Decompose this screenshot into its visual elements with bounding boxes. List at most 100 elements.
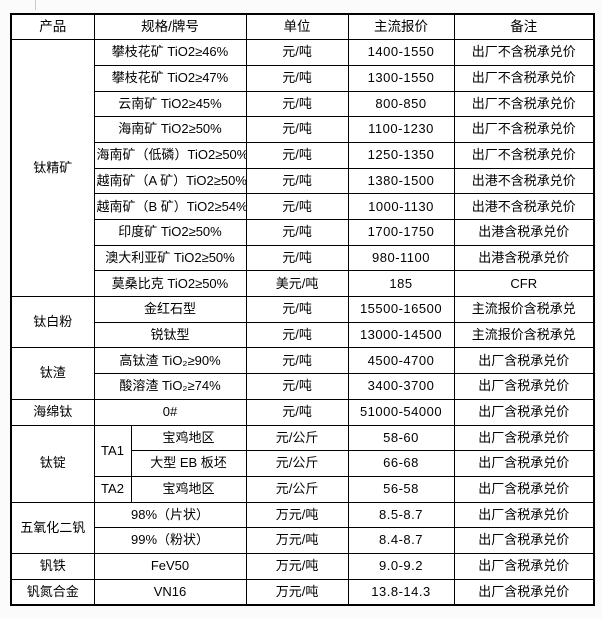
product-cell: 钛锭 — [10, 424, 95, 503]
spec-cell: 云南矿 TiO2≥45% — [93, 90, 247, 118]
price-cell: 1700-1750 — [347, 219, 455, 246]
spec-cell: 印度矿 TiO2≥50% — [93, 219, 247, 246]
table-row: 钛渣 高钛渣 TiO₂≥90% 元/吨 4500-4700 出厂含税承兑价 — [10, 347, 595, 400]
table-row: 越南矿（B 矿）TiO2≥54% 元/吨 1000-1130 出港不含税承兑价 — [11, 193, 595, 220]
unit-cell: 元/吨 — [245, 219, 349, 246]
table-row: 99%（粉状） 万元/吨 8.4-8.7 出厂含税承兑价 — [11, 527, 595, 554]
unit-cell: 万元/吨 — [245, 527, 349, 554]
table-row: 莫桑比克 TiO2≥50% 美元/吨 185 CFR — [11, 270, 595, 298]
table-row: 钛精矿 攀枝花矿 TiO2≥46% 元/吨 1400-1550 出厂不含税承兑价 — [10, 39, 595, 298]
price-cell: 1300-1550 — [347, 64, 455, 92]
price-cell: 980-1100 — [347, 244, 455, 272]
note-cell: 出厂不含税承兑价 — [453, 116, 595, 143]
spec-cell: 金红石型 — [93, 296, 247, 323]
price-cell: 1250-1350 — [347, 141, 455, 169]
unit-cell: 元/公斤 — [245, 475, 349, 503]
spec-cell: 高钛渣 TiO₂≥90% — [93, 347, 247, 375]
note-cell: 出厂含税承兑价 — [453, 347, 595, 375]
note-cell: 出港含税承兑价 — [453, 219, 595, 246]
note-cell: 出厂含税承兑价 — [453, 501, 595, 529]
unit-cell: 元/吨 — [245, 141, 349, 169]
price-cell: 13.8-14.3 — [347, 578, 455, 606]
spec-cell: 99%（粉状） — [93, 527, 247, 554]
spec-cell: FeV50 — [93, 552, 247, 580]
note-cell: 出厂不含税承兑价 — [453, 39, 595, 66]
screenshot-edge-artifact — [35, 0, 36, 10]
spec-cell: 宝鸡地区 — [130, 424, 247, 452]
table-row: 大型 EB 板坯 元/公斤 66-68 出厂含税承兑价 — [11, 450, 595, 477]
spec-cell: 98%（片状） — [93, 501, 247, 529]
spec-cell: 越南矿（B 矿）TiO2≥54% — [93, 193, 247, 220]
price-cell: 66-68 — [347, 450, 455, 477]
table-row: 酸溶渣 TiO₂≥74% 元/吨 3400-3700 出厂含税承兑价 — [11, 373, 595, 400]
unit-cell: 元/吨 — [245, 167, 349, 195]
price-cell: 51000-54000 — [347, 398, 455, 426]
price-cell: 1000-1130 — [347, 193, 455, 220]
grade-cell: TA1 — [93, 424, 132, 477]
note-cell: 出厂含税承兑价 — [453, 475, 595, 503]
note-cell: 出港不含税承兑价 — [453, 167, 595, 195]
product-cell: 钛白粉 — [10, 296, 95, 349]
price-cell: 1100-1230 — [347, 116, 455, 143]
product-cell: 钛渣 — [10, 347, 95, 400]
price-cell: 1400-1550 — [347, 39, 455, 66]
spec-cell: 宝鸡地区 — [130, 475, 247, 503]
unit-cell: 元/吨 — [245, 244, 349, 272]
note-cell: 主流报价含税承兑 — [453, 296, 595, 323]
col-header-spec: 规格/牌号 — [93, 13, 247, 41]
unit-cell: 元/吨 — [245, 296, 349, 323]
note-cell: 出厂含税承兑价 — [453, 527, 595, 554]
note-cell: 出港含税承兑价 — [453, 244, 595, 272]
note-cell: 主流报价含税承兑 — [453, 321, 595, 349]
commodity-price-table: 产品 规格/牌号 单位 主流报价 备注 钛精矿 攀枝花矿 TiO2≥46% 元/… — [10, 13, 596, 606]
note-cell: 出厂不含税承兑价 — [453, 90, 595, 118]
unit-cell: 元/吨 — [245, 398, 349, 426]
note-cell: 出厂含税承兑价 — [453, 424, 595, 452]
col-header-price: 主流报价 — [347, 13, 455, 41]
spec-cell: 海南矿 TiO2≥50% — [93, 116, 247, 143]
price-cell: 8.5-8.7 — [347, 501, 455, 529]
unit-cell: 元/吨 — [245, 116, 349, 143]
price-cell: 15500-16500 — [347, 296, 455, 323]
table-row: 印度矿 TiO2≥50% 元/吨 1700-1750 出港含税承兑价 — [11, 219, 595, 246]
price-cell: 13000-14500 — [347, 321, 455, 349]
spec-cell: 攀枝花矿 TiO2≥47% — [93, 64, 247, 92]
note-cell: CFR — [453, 270, 595, 298]
note-cell: 出港不含税承兑价 — [453, 193, 595, 220]
note-cell: 出厂含税承兑价 — [453, 450, 595, 477]
table-row: 澳大利亚矿 TiO2≥50% 元/吨 980-1100 出港含税承兑价 — [11, 244, 595, 272]
product-cell: 钛精矿 — [10, 39, 95, 298]
price-cell: 3400-3700 — [347, 373, 455, 400]
table-row: 钒铁 FeV50 万元/吨 9.0-9.2 出厂含税承兑价 — [10, 552, 595, 580]
price-cell: 9.0-9.2 — [347, 552, 455, 580]
spec-cell: VN16 — [93, 578, 247, 606]
spec-cell: 酸溶渣 TiO₂≥74% — [93, 373, 247, 400]
note-cell: 出厂含税承兑价 — [453, 578, 595, 606]
unit-cell: 万元/吨 — [245, 501, 349, 529]
note-cell: 出厂不含税承兑价 — [453, 141, 595, 169]
grade-cell: TA2 — [93, 475, 132, 503]
price-cell: 800-850 — [347, 90, 455, 118]
header-row: 产品 规格/牌号 单位 主流报价 备注 — [10, 13, 595, 41]
table-row: 锐钛型 元/吨 13000-14500 主流报价含税承兑 — [11, 321, 595, 349]
product-cell: 海绵钛 — [10, 398, 95, 426]
spec-cell: 莫桑比克 TiO2≥50% — [93, 270, 247, 298]
spec-cell: 0# — [93, 398, 247, 426]
unit-cell: 万元/吨 — [245, 552, 349, 580]
table-row: 钛锭 TA1 宝鸡地区 元/公斤 58-60 出厂含税承兑价 — [10, 424, 595, 503]
table-row: 越南矿（A 矿）TiO2≥50% 元/吨 1380-1500 出港不含税承兑价 — [11, 167, 595, 195]
spec-cell: 大型 EB 板坯 — [130, 450, 247, 477]
price-cell: 56-58 — [347, 475, 455, 503]
unit-cell: 元/吨 — [245, 39, 349, 66]
table-row: 攀枝花矿 TiO2≥47% 元/吨 1300-1550 出厂不含税承兑价 — [11, 64, 595, 92]
unit-cell: 万元/吨 — [245, 578, 349, 606]
unit-cell: 元/吨 — [245, 64, 349, 92]
product-cell: 钒氮合金 — [10, 578, 95, 606]
unit-cell: 元/吨 — [245, 373, 349, 400]
note-cell: 出厂含税承兑价 — [453, 552, 595, 580]
note-cell: 出厂含税承兑价 — [453, 398, 595, 426]
table-row: 海南矿 TiO2≥50% 元/吨 1100-1230 出厂不含税承兑价 — [11, 116, 595, 143]
unit-cell: 元/吨 — [245, 193, 349, 220]
table-row: 五氧化二钒 98%（片状） 万元/吨 8.5-8.7 出厂含税承兑价 — [10, 501, 595, 554]
table-row: 云南矿 TiO2≥45% 元/吨 800-850 出厂不含税承兑价 — [11, 90, 595, 118]
